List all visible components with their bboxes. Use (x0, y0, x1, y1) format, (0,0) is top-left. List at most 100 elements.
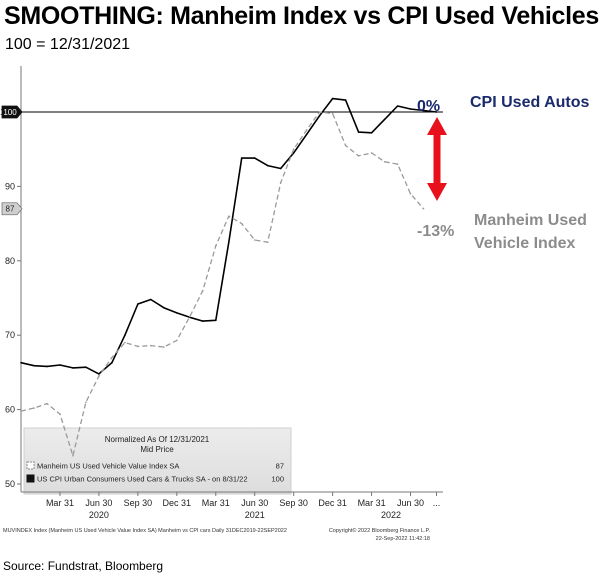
legend-value-manheim: 87 (276, 462, 284, 471)
x-tick-label: ... (433, 498, 441, 508)
cpi-data-point (59, 364, 61, 366)
x-tick-label: Sep 30 (124, 498, 153, 508)
cpi-data-point (253, 157, 256, 159)
manheim-data-point (409, 193, 412, 195)
manheim-data-point (59, 413, 61, 415)
cpi-data-point (279, 167, 282, 170)
x-year-label: 2022 (381, 510, 401, 520)
cpi-data-point (111, 361, 113, 364)
x-year-label: 2020 (89, 510, 109, 520)
x-year-label: 2021 (245, 510, 265, 520)
cpi-data-point (215, 319, 217, 322)
x-tick-label: Jun 30 (397, 498, 424, 508)
cpi-data-point (240, 157, 243, 159)
manheim-data-point (215, 245, 217, 247)
arrow-shaft (433, 134, 441, 184)
cpi-data-point (72, 367, 74, 369)
chart-title: SMOOTHING: Manheim Index vs CPI Used Veh… (4, 2, 599, 30)
cpi-data-point (422, 109, 425, 112)
cpi-data-point (292, 152, 295, 154)
cpi-data-point (85, 366, 87, 369)
manheim-data-point (357, 155, 360, 157)
legend-subheading: Mid Price (140, 445, 174, 454)
cpi-data-point (228, 241, 230, 243)
manheim-data-point (98, 375, 100, 377)
manheim-data-point (253, 239, 256, 241)
manheim-data-point (46, 402, 48, 405)
manheim-data-point (318, 111, 321, 113)
manheim-end-tag-value: 87 (6, 205, 15, 214)
arrow-head-up (427, 117, 447, 135)
bloomberg-timestamp: 22-Sep-2022 11:42:18 (376, 536, 430, 542)
x-tick-label: Mar 31 (46, 498, 74, 508)
cpi-data-point (266, 164, 269, 167)
cpi-data-point (33, 364, 35, 367)
x-tick-label: Dec 31 (163, 498, 192, 508)
y-tick-label: 50 (5, 479, 15, 489)
manheim-data-point (111, 356, 113, 359)
bloomberg-copyright: Copyright© 2022 Bloomberg Finance L.P. (329, 527, 431, 534)
manheim-data-point (163, 346, 165, 348)
legend-box (23, 427, 292, 495)
manheim-data-point (331, 112, 334, 115)
manheim-data-point (396, 163, 399, 165)
legend-heading: Normalized As Of 12/31/2021 (105, 435, 210, 444)
legend-label-manheim: Manheim US Used Vehicle Value Index SA (37, 462, 179, 471)
y-tick-label: 60 (5, 405, 15, 415)
cpi-series-line (20, 97, 437, 375)
manheim-series-line (20, 111, 424, 457)
bloomberg-footer-line: MUVINDEX Index (Manheim US Used Vehicle … (3, 528, 287, 534)
manheim-data-point (124, 341, 126, 344)
cpi-data-point (318, 114, 321, 117)
x-tick-label: Dec 31 (318, 498, 347, 508)
manheim-data-point (20, 410, 22, 412)
cpi-data-point (344, 99, 347, 101)
cpi-data-point (46, 365, 48, 368)
cpi-annotation-label: CPI Used Autos (470, 94, 590, 111)
y-tick-label: 90 (5, 181, 15, 191)
x-tick-label: Jun 30 (241, 498, 268, 508)
chart-subtitle: 100 = 12/31/2021 (5, 36, 131, 53)
cpi-data-point (176, 312, 178, 314)
legend: Normalized As Of 12/31/2021 Mid Price Ma… (23, 427, 292, 495)
legend-swatch-cpi (26, 474, 35, 483)
x-tick-label: Mar 31 (358, 498, 386, 508)
manheim-data-point (266, 241, 269, 243)
cpi-end-tag-value: 100 (3, 108, 17, 117)
manheim-change-label: -13% (417, 223, 454, 240)
x-tick-label: Sep 30 (279, 498, 308, 508)
cpi-data-point (305, 133, 308, 136)
manheim-data-point (228, 215, 230, 217)
cpi-data-point (124, 334, 126, 337)
manheim-data-point (72, 454, 74, 457)
manheim-data-point (176, 339, 178, 342)
manheim-data-point (240, 222, 243, 225)
manheim-data-point (383, 161, 386, 163)
cpi-data-point (409, 108, 412, 110)
x-axis-ticks: Mar 31 Jun 30 Sep 30 Dec 31 Mar 31 Jun 30 Sep … (46, 492, 440, 520)
legend-value-cpi: 100 (271, 475, 284, 484)
manheim-data-point (370, 152, 373, 154)
series-lines (20, 97, 438, 457)
red-double-arrow (427, 117, 447, 201)
manheim-data-point (344, 144, 347, 147)
cpi-change-label: 0% (417, 98, 440, 115)
cpi-data-point (396, 105, 399, 107)
manheim-data-point (422, 207, 425, 210)
y-tick-label: 70 (5, 330, 15, 340)
cpi-data-point (331, 97, 334, 100)
legend-swatch-manheim (26, 461, 35, 470)
source-note: Source: Fundstrat, Bloomberg (3, 559, 164, 573)
y-tick-label: 80 (5, 256, 15, 266)
end-value-tags: 87 100 (1, 105, 23, 216)
manheim-data-point (292, 148, 295, 150)
x-tick-label: Mar 31 (202, 498, 230, 508)
y-axis-ticks: 50 60 70 80 90 100 (0, 107, 21, 489)
legend-label-cpi: US CPI Urban Consumers Used Cars & Truck… (37, 475, 248, 484)
manheim-data-point (85, 401, 87, 404)
cpi-data-point (383, 118, 386, 121)
manheim-data-point (202, 289, 204, 292)
cpi-data-point (202, 320, 204, 322)
cpi-data-point (98, 373, 100, 375)
